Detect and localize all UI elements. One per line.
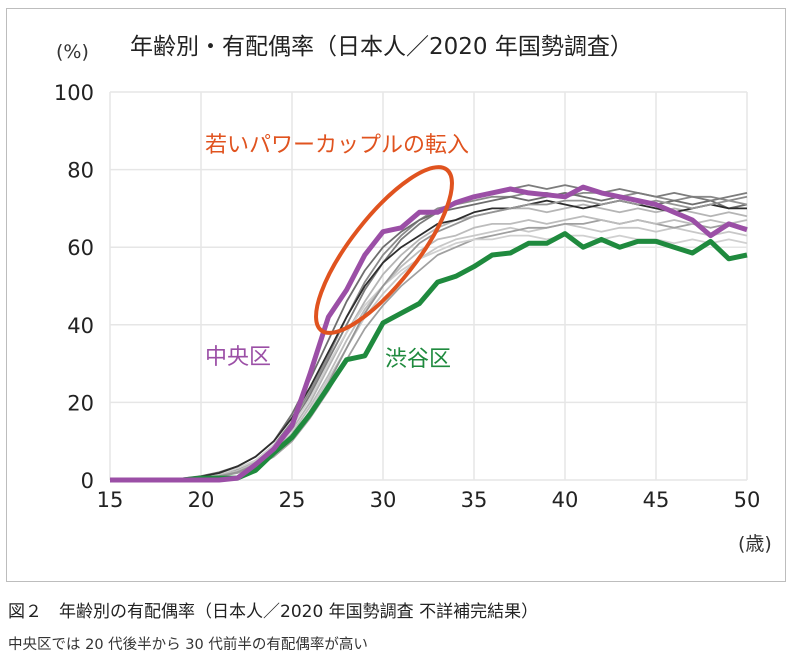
x-tick-label: 25 [279,488,306,512]
highlight-ellipse [314,165,454,335]
chart-frame [6,8,786,582]
y-tick-label: 60 [67,236,94,260]
x-tick-label: 20 [188,488,215,512]
y-tick-label: 80 [67,159,94,183]
x-tick-label: 50 [734,488,761,512]
line-chart: 0 20 40 60 80 100 15 20 25 30 35 40 45 50 年齢別・有配偶率（日本… [54,34,772,555]
x-tick-label: 35 [461,488,488,512]
series-line-other [110,192,748,481]
series-line-other [110,192,748,481]
y-tick-label: 0 [81,469,94,493]
x-tick-label: 40 [552,488,579,512]
chart-title: 年齢別・有配偶率（日本人／2020 年国勢調査） [130,34,633,60]
y-tick-label: 100 [54,81,94,105]
tick-labels: 0 20 40 60 80 100 15 20 25 30 35 40 45 50 [54,81,760,512]
x-tick-label: 15 [97,488,124,512]
label-shibuya: 渋谷区 [385,347,451,372]
y-tick-label: 40 [67,314,94,338]
x-tick-label: 30 [370,488,397,512]
series-line-other [110,199,747,481]
x-axis-label: (歳) [738,533,772,555]
figure-caption: 図２ 年齢別の有配偶率（日本人／2020 年国勢調査 不詳補完結果） [8,602,539,622]
series-lines [110,184,748,483]
x-tick-label: 45 [643,488,670,512]
y-axis-label: (%) [56,41,89,63]
y-tick-label: 20 [67,391,94,415]
annotation-power-couple: 若いパワーカップルの転入 [205,133,469,158]
figure-note: 中央区では 20 代後半から 30 代前半の有配偶率が高い [8,637,368,653]
series-line-chuo [110,184,748,483]
label-chuo: 中央区 [205,345,271,370]
